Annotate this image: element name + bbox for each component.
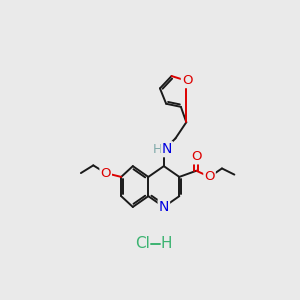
Text: N: N [159, 200, 169, 214]
Text: H: H [153, 143, 162, 157]
Text: O: O [100, 167, 111, 180]
Text: O: O [182, 74, 192, 87]
Text: O: O [191, 150, 202, 164]
Text: O: O [204, 170, 215, 183]
Text: H: H [160, 236, 172, 251]
Text: N: N [162, 142, 172, 156]
Text: Cl: Cl [136, 236, 150, 251]
